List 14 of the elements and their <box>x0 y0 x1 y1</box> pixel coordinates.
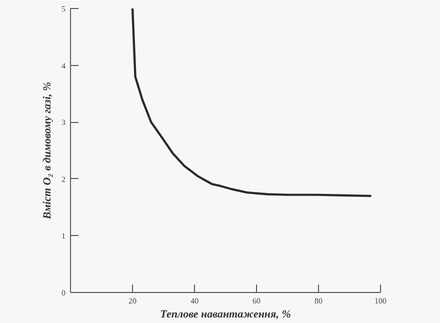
x-tick-label: 60 <box>252 296 260 306</box>
line-series <box>131 8 372 198</box>
x-tick-label: 80 <box>314 296 322 306</box>
y-axis-title: Вміст O₂ в димовому газі, % <box>42 82 54 220</box>
y-tick-label: 4 <box>62 61 66 70</box>
y-tick-label: 5 <box>62 4 66 14</box>
y-tick-label: 3 <box>62 118 66 128</box>
x-tick-label: 100 <box>374 296 386 306</box>
y-tick-label: 2 <box>62 174 66 184</box>
x-tick-label: 20 <box>128 296 136 306</box>
x-tick-label: 40 <box>190 296 198 306</box>
y-tick-label: 0 <box>62 288 66 298</box>
y-tick-label: 1 <box>62 232 66 241</box>
x-axis-title: Теплове навантаження, % <box>160 308 291 320</box>
